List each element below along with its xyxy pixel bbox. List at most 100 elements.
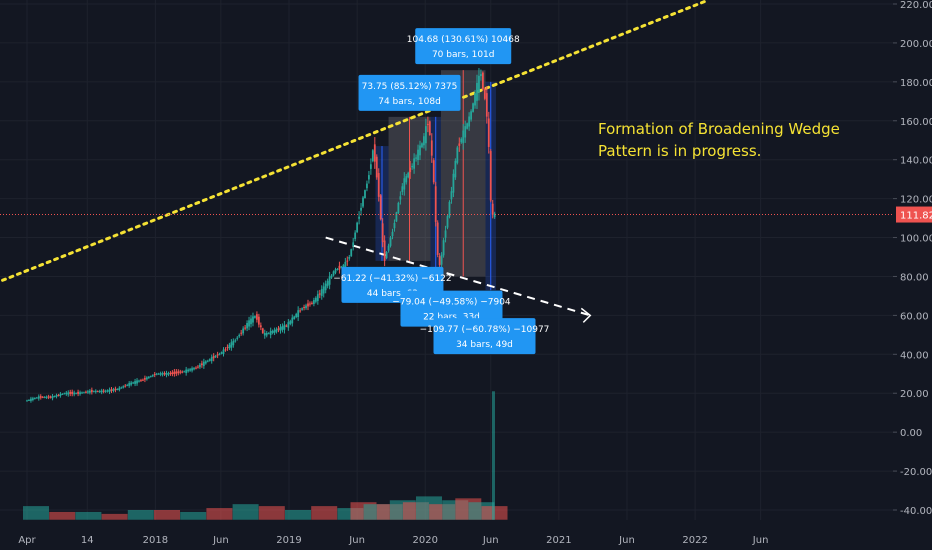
volume-bar bbox=[285, 510, 311, 520]
candle-body bbox=[491, 203, 494, 215]
candle-body bbox=[489, 151, 492, 201]
candle-body bbox=[145, 377, 148, 380]
candle-body bbox=[413, 158, 416, 169]
candle-body bbox=[493, 213, 496, 218]
candle-body bbox=[63, 393, 66, 395]
candle-body bbox=[116, 388, 119, 390]
candle-body bbox=[151, 375, 154, 377]
candle-body bbox=[256, 314, 258, 320]
candle-body bbox=[324, 283, 327, 291]
current-price-tag-bg bbox=[896, 206, 932, 223]
candle-body bbox=[377, 173, 380, 197]
pattern-annotation-line[interactable]: Formation of Broadening Wedge bbox=[598, 120, 840, 138]
candle-body bbox=[287, 322, 290, 328]
candle-body bbox=[293, 316, 296, 320]
y-tick-label: 140.00 bbox=[900, 156, 932, 167]
candle-body bbox=[202, 361, 205, 366]
candle-body bbox=[106, 390, 109, 392]
candle-body bbox=[366, 183, 368, 189]
candle-body bbox=[171, 372, 174, 375]
candle-body bbox=[234, 340, 237, 342]
candle-body bbox=[108, 389, 111, 392]
candle-body bbox=[220, 352, 223, 354]
candle-body bbox=[417, 149, 419, 161]
candle-body bbox=[299, 310, 302, 312]
y-tick-label: 100.00 bbox=[900, 234, 932, 245]
candle-body bbox=[88, 390, 91, 393]
volume-bar bbox=[180, 511, 207, 520]
measure-label[interactable]: 104.68 (130.61%) 10468 70 bars, 101d bbox=[407, 28, 520, 65]
candle-body bbox=[144, 378, 146, 380]
candle-body bbox=[472, 103, 474, 112]
trendline-upper[interactable] bbox=[0, 0, 710, 286]
candle-body bbox=[330, 275, 333, 278]
candle-body bbox=[195, 367, 197, 369]
candle-body bbox=[474, 93, 476, 106]
y-tick-label: 160.00 bbox=[900, 117, 932, 128]
candle-body bbox=[51, 396, 54, 399]
candle-body bbox=[104, 390, 107, 392]
candle-body bbox=[314, 297, 317, 302]
candle-body bbox=[481, 72, 484, 90]
measure-label[interactable]: −109.77 (−60.78%) −10977 34 bars, 49d bbox=[420, 318, 550, 355]
candle-body bbox=[49, 396, 52, 398]
candle-body bbox=[33, 398, 36, 400]
candle-body bbox=[81, 392, 83, 394]
measure-label-line2: 70 bars, 101d bbox=[432, 50, 495, 60]
candle-body bbox=[401, 186, 404, 192]
candle-body bbox=[419, 145, 421, 156]
x-tick-label: 2020 bbox=[413, 535, 438, 546]
candle-body bbox=[356, 222, 359, 233]
candle-body bbox=[454, 160, 457, 178]
y-tick-label: 120.00 bbox=[900, 195, 932, 206]
candle-body bbox=[375, 156, 378, 178]
candle-body bbox=[395, 212, 398, 222]
candle-body bbox=[464, 126, 467, 138]
candle-body bbox=[261, 328, 264, 334]
candle-body bbox=[179, 371, 182, 373]
candle-body bbox=[130, 382, 133, 385]
y-tick-label: 80.00 bbox=[900, 272, 929, 283]
candle-body bbox=[55, 395, 58, 397]
candle-body bbox=[340, 266, 343, 268]
candle-body bbox=[371, 150, 374, 162]
candle-body bbox=[271, 331, 274, 333]
candle-body bbox=[71, 391, 74, 395]
candle-body bbox=[30, 398, 32, 401]
candle-body bbox=[126, 384, 129, 386]
candle-body bbox=[140, 380, 142, 382]
candle-body bbox=[193, 368, 195, 370]
candle-body bbox=[263, 333, 266, 336]
candle-body bbox=[187, 369, 190, 372]
candle-body bbox=[358, 216, 360, 219]
candle-body bbox=[403, 178, 406, 190]
candle-body bbox=[432, 160, 435, 183]
candle-body bbox=[344, 261, 347, 269]
volume-bar bbox=[23, 506, 49, 520]
volume-bar bbox=[337, 508, 364, 520]
candle-body bbox=[69, 391, 72, 394]
candle-body bbox=[236, 337, 239, 339]
measure-label[interactable]: 73.75 (85.12%) 7375 74 bars, 108d bbox=[358, 74, 461, 111]
measure-label-line2: 22 bars, 33d bbox=[423, 313, 480, 323]
candle-body bbox=[387, 245, 390, 251]
trendline-lower[interactable] bbox=[325, 236, 591, 317]
candle-body bbox=[307, 303, 309, 307]
candle-body bbox=[277, 328, 280, 330]
candle-body bbox=[346, 260, 349, 262]
candle-body bbox=[312, 300, 315, 304]
candle-body bbox=[222, 349, 225, 354]
current-price-tag: 111.82 bbox=[896, 206, 932, 223]
candle-body bbox=[57, 395, 60, 397]
volume-bar bbox=[75, 511, 102, 520]
candle-body bbox=[39, 396, 42, 398]
candle-body bbox=[214, 355, 217, 358]
measure-label-line1: 104.68 (130.61%) 10468 bbox=[407, 35, 520, 45]
candle-body bbox=[309, 303, 311, 305]
measure-label[interactable]: −79.04 (−49.58%) −7904 22 bars, 33d bbox=[392, 290, 511, 327]
pattern-annotation-line[interactable]: Pattern is in progress. bbox=[598, 142, 761, 160]
candle-body bbox=[318, 293, 321, 295]
candle-body bbox=[350, 249, 353, 257]
trendline-lower-arrow bbox=[580, 307, 592, 323]
